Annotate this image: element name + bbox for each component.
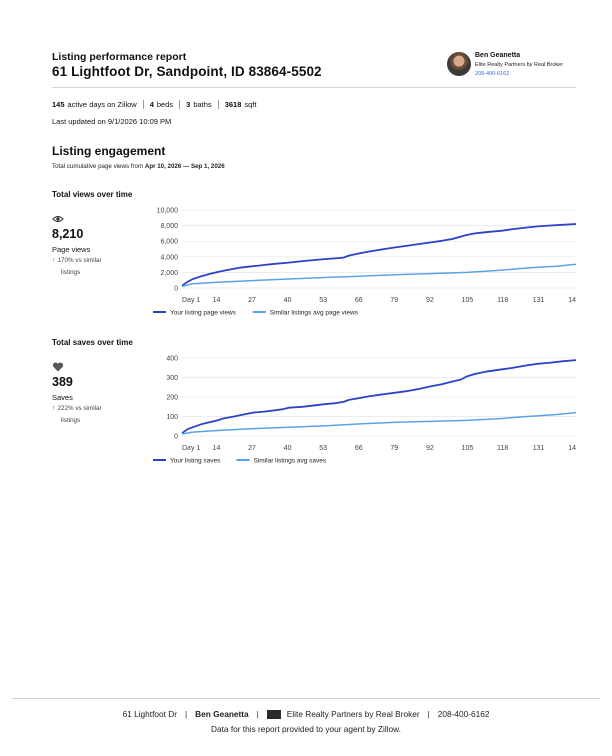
x-tick-label: 40 xyxy=(284,297,292,304)
x-tick-label: 14 xyxy=(213,445,221,452)
x-tick-label: 92 xyxy=(426,445,434,452)
saves-comparison: ↑ 222% vs similar listings xyxy=(52,403,122,426)
x-tick-label: 40 xyxy=(284,445,292,452)
saves-label: Saves xyxy=(52,393,73,402)
agent-name: Ben Geanetta xyxy=(475,52,521,59)
series-line-similar xyxy=(181,263,576,288)
agent-company: Elite Realty Partners by Real Broker xyxy=(475,62,564,68)
footer-separator: | xyxy=(256,709,259,719)
footer-note: Data for this report provided to your ag… xyxy=(210,724,401,734)
x-tick-label: 66 xyxy=(355,297,363,304)
active-days-label: active days on Zillow xyxy=(67,100,137,109)
saves-compare-text-2: listings xyxy=(61,416,81,424)
section-subtitle: Total cumulative page views from Apr 10,… xyxy=(52,163,225,170)
views-compare-text-2: listings xyxy=(61,268,81,276)
x-tick-label: 79 xyxy=(390,297,398,304)
views-label: Page views xyxy=(52,245,91,254)
x-tick-label: 14 xyxy=(213,297,221,304)
x-tick-label: 79 xyxy=(390,445,398,452)
x-tick-label: Day 1 xyxy=(182,445,200,452)
arrow-up-icon: ↑ xyxy=(52,257,56,264)
listing-stats: 145 active days on Zillow 4 beds 3 baths… xyxy=(52,100,256,109)
x-tick-label: 27 xyxy=(248,445,256,452)
x-tick-label: 53 xyxy=(319,445,327,452)
views-comparison: ↑ 170% vs similar listings xyxy=(52,255,122,278)
saves-line-chart: 0 100 200 300 400 Day 1 14 27 40 53 66 79 92 105 118 13… xyxy=(153,356,576,465)
y-tick-label: 100 xyxy=(166,414,178,421)
legend-label: Your listing page views xyxy=(170,310,237,317)
legend-label: Similar listings avg page views xyxy=(270,310,359,317)
x-tick-label: 92 xyxy=(426,297,434,304)
series-line-similar xyxy=(181,411,576,435)
report-title: Listing performance report xyxy=(52,51,187,63)
beds-label: beds xyxy=(156,100,174,109)
footer-divider xyxy=(12,698,600,699)
x-tick-label: 131 xyxy=(533,445,545,452)
agent-phone[interactable]: 208-400-6162 xyxy=(475,71,510,77)
date-range: Apr 10, 2026 — Sep 1, 2026 xyxy=(144,163,225,170)
sqft-value: 3618 xyxy=(224,100,242,109)
saves-value: 389 xyxy=(52,375,73,389)
footer-company: Elite Realty Partners by Real Broker xyxy=(286,709,420,719)
section-title: Listing engagement xyxy=(52,144,166,158)
footer: 61 Lightfoot Dr | Ben Geanetta | Elite R… xyxy=(0,709,612,719)
x-tick-label: 144 xyxy=(568,297,576,304)
x-tick-label: 53 xyxy=(319,297,327,304)
agent-avatar xyxy=(447,52,471,76)
y-tick-label: 8,000 xyxy=(160,223,178,230)
saves-compare-text: 222% vs similar xyxy=(57,405,102,412)
views-compare-text: 170% vs similar xyxy=(57,257,102,264)
header-divider xyxy=(52,87,576,88)
saves-chart-title: Total saves over time xyxy=(52,338,133,347)
y-tick-label: 2,000 xyxy=(160,270,178,277)
x-tick-label: 105 xyxy=(462,445,474,452)
views-line-chart: 0 2,000 4,000 6,000 8,000 10,000 Day 1 14 27 40 53… xyxy=(153,208,576,317)
y-tick-label: 4,000 xyxy=(160,254,178,261)
baths-label: baths xyxy=(193,100,212,109)
series-line-listing xyxy=(181,359,576,434)
active-days-value: 145 xyxy=(52,100,65,109)
property-address: 61 Lightfoot Dr, Sandpoint, ID 83864-550… xyxy=(52,64,322,79)
stats-separator xyxy=(179,100,181,109)
x-tick-label: 118 xyxy=(497,297,508,304)
y-tick-label: 0 xyxy=(174,434,178,441)
y-tick-label: 200 xyxy=(166,395,178,402)
baths-value: 3 xyxy=(186,100,191,109)
brokerage-logo-icon xyxy=(266,709,281,719)
y-tick-label: 300 xyxy=(166,375,178,382)
x-tick-label: 118 xyxy=(497,445,508,452)
views-value: 8,210 xyxy=(52,227,84,241)
x-tick-label: 27 xyxy=(248,297,256,304)
legend-label: Your listing saves xyxy=(170,458,221,465)
views-chart-title: Total views over time xyxy=(52,190,133,199)
heart-icon xyxy=(52,362,64,372)
footer-phone[interactable]: 208-400-6162 xyxy=(437,709,490,719)
stats-separator xyxy=(142,100,144,109)
arrow-up-icon: ↑ xyxy=(52,405,56,412)
footer-separator: | xyxy=(185,709,188,719)
x-tick-label: 144 xyxy=(568,445,576,452)
y-tick-label: 400 xyxy=(166,356,178,363)
x-tick-label: Day 1 xyxy=(182,297,200,304)
footer-separator: | xyxy=(427,709,430,719)
subtitle-prefix: Total cumulative page views from xyxy=(52,163,145,170)
footer-address: 61 Lightfoot Dr xyxy=(122,709,177,719)
y-tick-label: 10,000 xyxy=(157,208,179,215)
y-tick-label: 0 xyxy=(174,286,178,293)
legend-label: Similar listings avg saves xyxy=(254,458,327,465)
beds-value: 4 xyxy=(149,100,154,109)
x-tick-label: 131 xyxy=(533,297,545,304)
series-line-listing xyxy=(181,223,576,287)
y-tick-label: 6,000 xyxy=(160,239,178,246)
last-updated: Last updated on 9/1/2026 10:09 PM xyxy=(52,117,172,126)
x-tick-label: 66 xyxy=(355,445,363,452)
sqft-label: sqft xyxy=(244,100,257,109)
eye-icon xyxy=(52,216,64,222)
footer-agent: Ben Geanetta xyxy=(195,709,249,719)
stats-separator xyxy=(217,100,219,109)
x-tick-label: 105 xyxy=(462,297,474,304)
